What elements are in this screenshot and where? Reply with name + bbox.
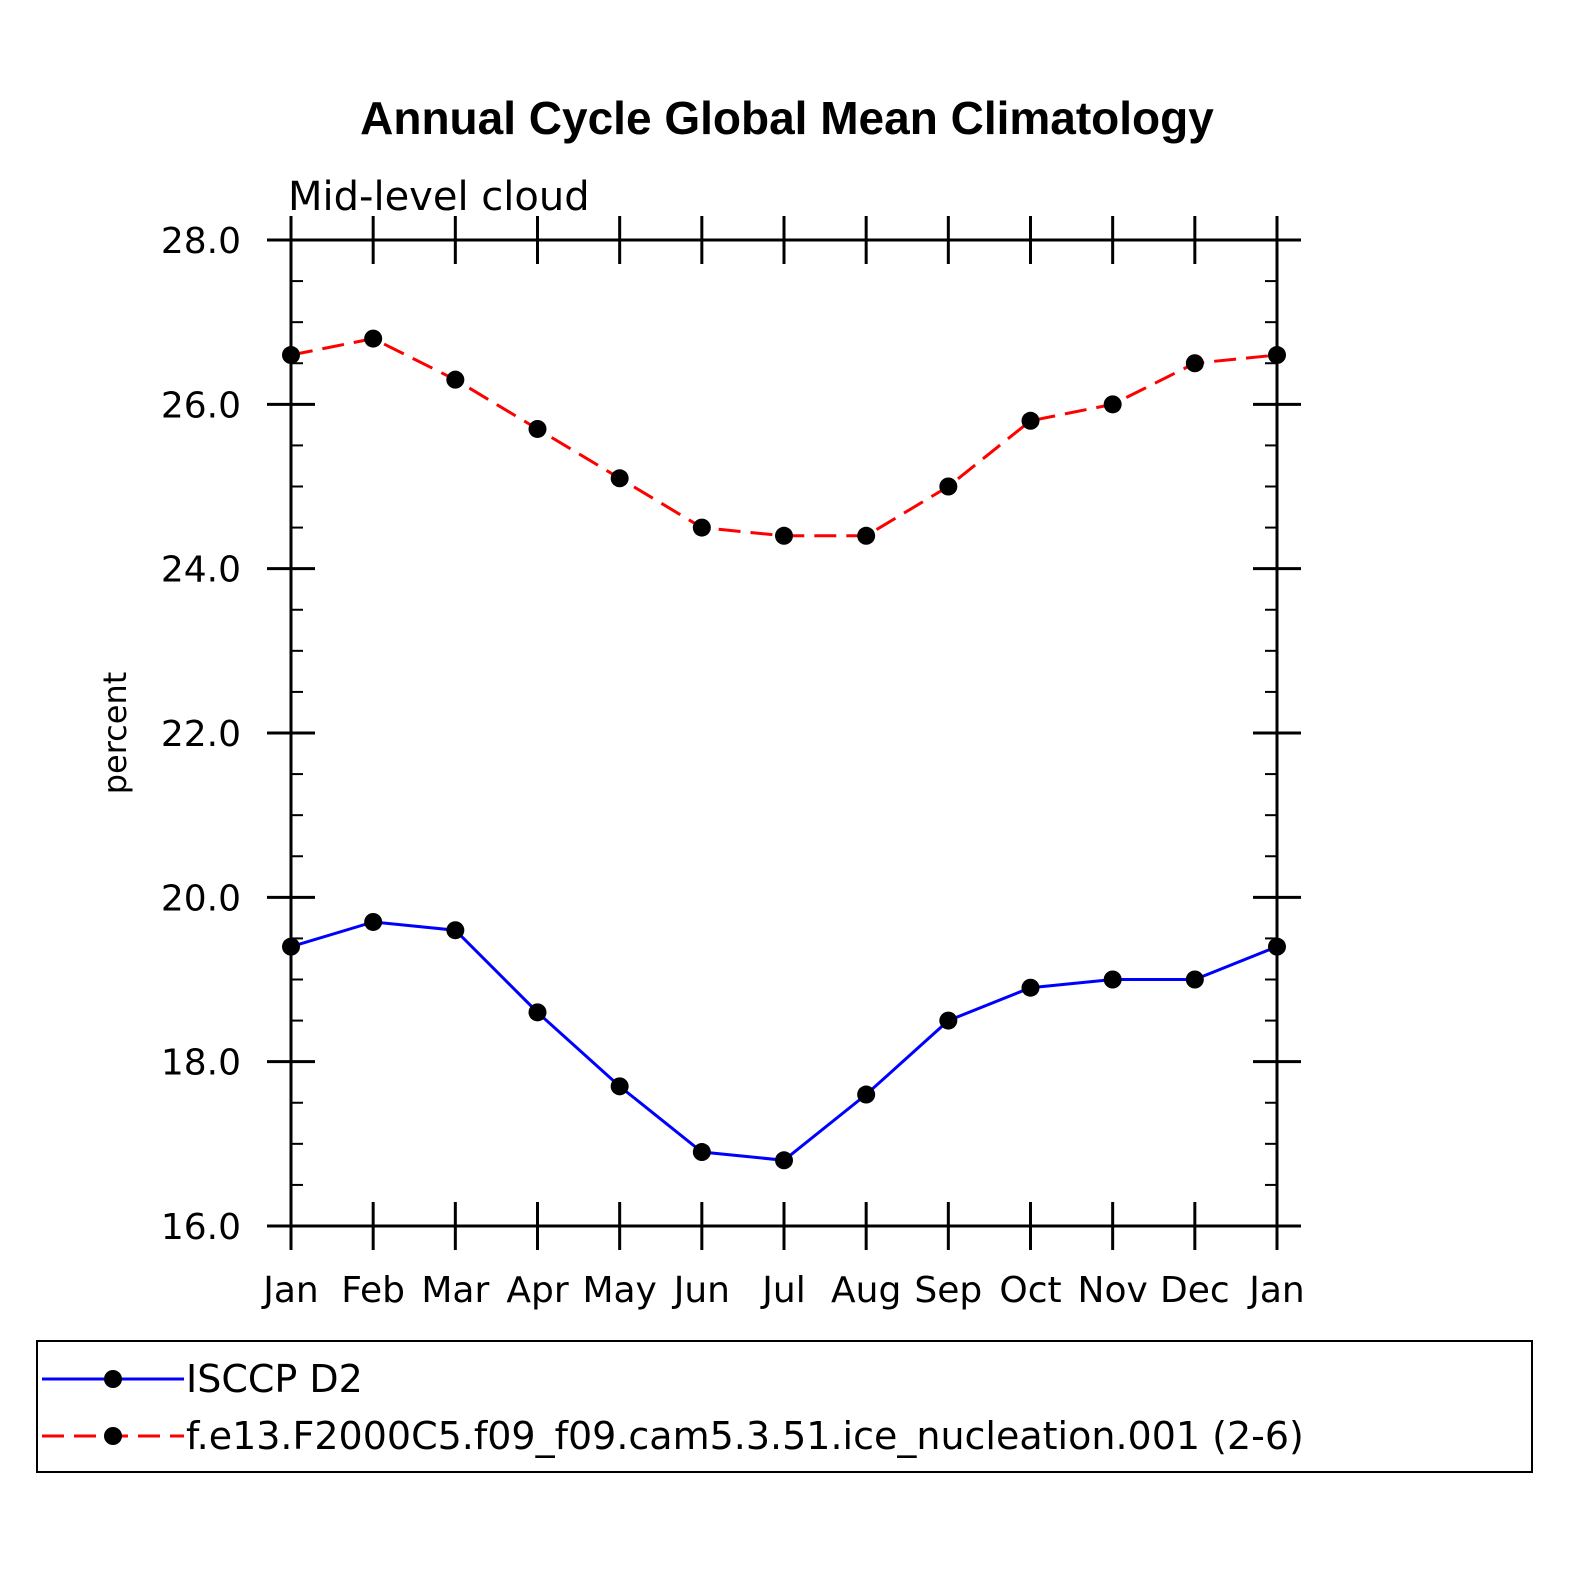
legend-marker [104, 1427, 122, 1445]
series-line [290, 337, 1278, 538]
x-tick-label: Apr [506, 1270, 568, 1311]
axis-ticks [267, 216, 1301, 1250]
x-tick-label: Jun [672, 1270, 730, 1311]
y-tick-label: 22.0 [161, 714, 241, 755]
data-point [364, 329, 383, 348]
x-tick-label: Mar [421, 1270, 489, 1311]
data-point [775, 1151, 793, 1170]
data-point [1185, 354, 1204, 373]
series-line [290, 920, 1278, 1162]
data-point [1021, 978, 1040, 997]
chart-title: Annual Cycle Global Mean Climatology [360, 92, 1214, 144]
y-tick-labels: 16.0 18.0 20.0 22.0 24.0 26.0 28.0 [161, 221, 241, 1248]
series-2 [282, 329, 1286, 545]
data-point [1268, 346, 1286, 365]
x-tick-label: Sep [914, 1270, 982, 1311]
data-point [1103, 395, 1122, 414]
x-tick-label: Jul [760, 1270, 805, 1311]
x-tick-label: Feb [341, 1270, 405, 1311]
y-tick-label: 16.0 [161, 1207, 241, 1248]
data-point [692, 1143, 711, 1162]
data-point [446, 921, 465, 940]
data-point [1185, 970, 1204, 989]
data-point [692, 518, 711, 537]
legend-label: ISCCP D2 [186, 1357, 363, 1401]
legend: ISCCP D2 f.e13.F2000C5.f09_f09.cam5.3.51.… [36, 1340, 1533, 1473]
x-tick-label: Dec [1160, 1270, 1230, 1311]
x-tick-label: May [582, 1270, 656, 1311]
y-tick-label: 28.0 [161, 221, 241, 262]
legend-marker [104, 1370, 122, 1388]
data-point [775, 526, 793, 545]
data-point [1103, 970, 1122, 989]
data-point [446, 370, 465, 389]
data-point [1268, 937, 1286, 956]
data-point [364, 912, 383, 931]
legend-label: f.e13.F2000C5.f09_f09.cam5.3.51.ice_nucl… [186, 1414, 1304, 1458]
chart-subtitle: Mid-level cloud [288, 174, 590, 220]
data-point [528, 1003, 547, 1022]
y-tick-label: 20.0 [161, 878, 241, 919]
data-point [939, 1011, 958, 1030]
data-point [282, 346, 300, 365]
data-point [610, 469, 629, 488]
data-point [528, 419, 547, 438]
y-tick-label: 18.0 [161, 1043, 241, 1084]
series-layer [282, 329, 1286, 1170]
series-1 [282, 912, 1286, 1170]
data-point [1021, 411, 1040, 430]
x-tick-label: Nov [1078, 1270, 1148, 1311]
x-tick-label: Jan [1247, 1270, 1305, 1311]
data-point [282, 937, 300, 956]
y-tick-label: 24.0 [161, 550, 241, 591]
plot-frame [289, 238, 1279, 1228]
data-point [857, 526, 876, 545]
x-tick-label: Aug [831, 1270, 901, 1311]
x-tick-labels: Jan Feb Mar Apr May Jun Jul Aug Sep Oct Nov Dec Jan [261, 1270, 1305, 1311]
legend-frame [36, 1340, 1533, 1473]
x-tick-label: Oct [999, 1270, 1061, 1311]
y-tick-label: 26.0 [161, 385, 241, 426]
x-tick-label: Jan [261, 1270, 319, 1311]
data-point [610, 1077, 629, 1096]
data-point [857, 1085, 876, 1104]
y-axis-label: percent [96, 672, 134, 795]
data-point [939, 477, 958, 496]
